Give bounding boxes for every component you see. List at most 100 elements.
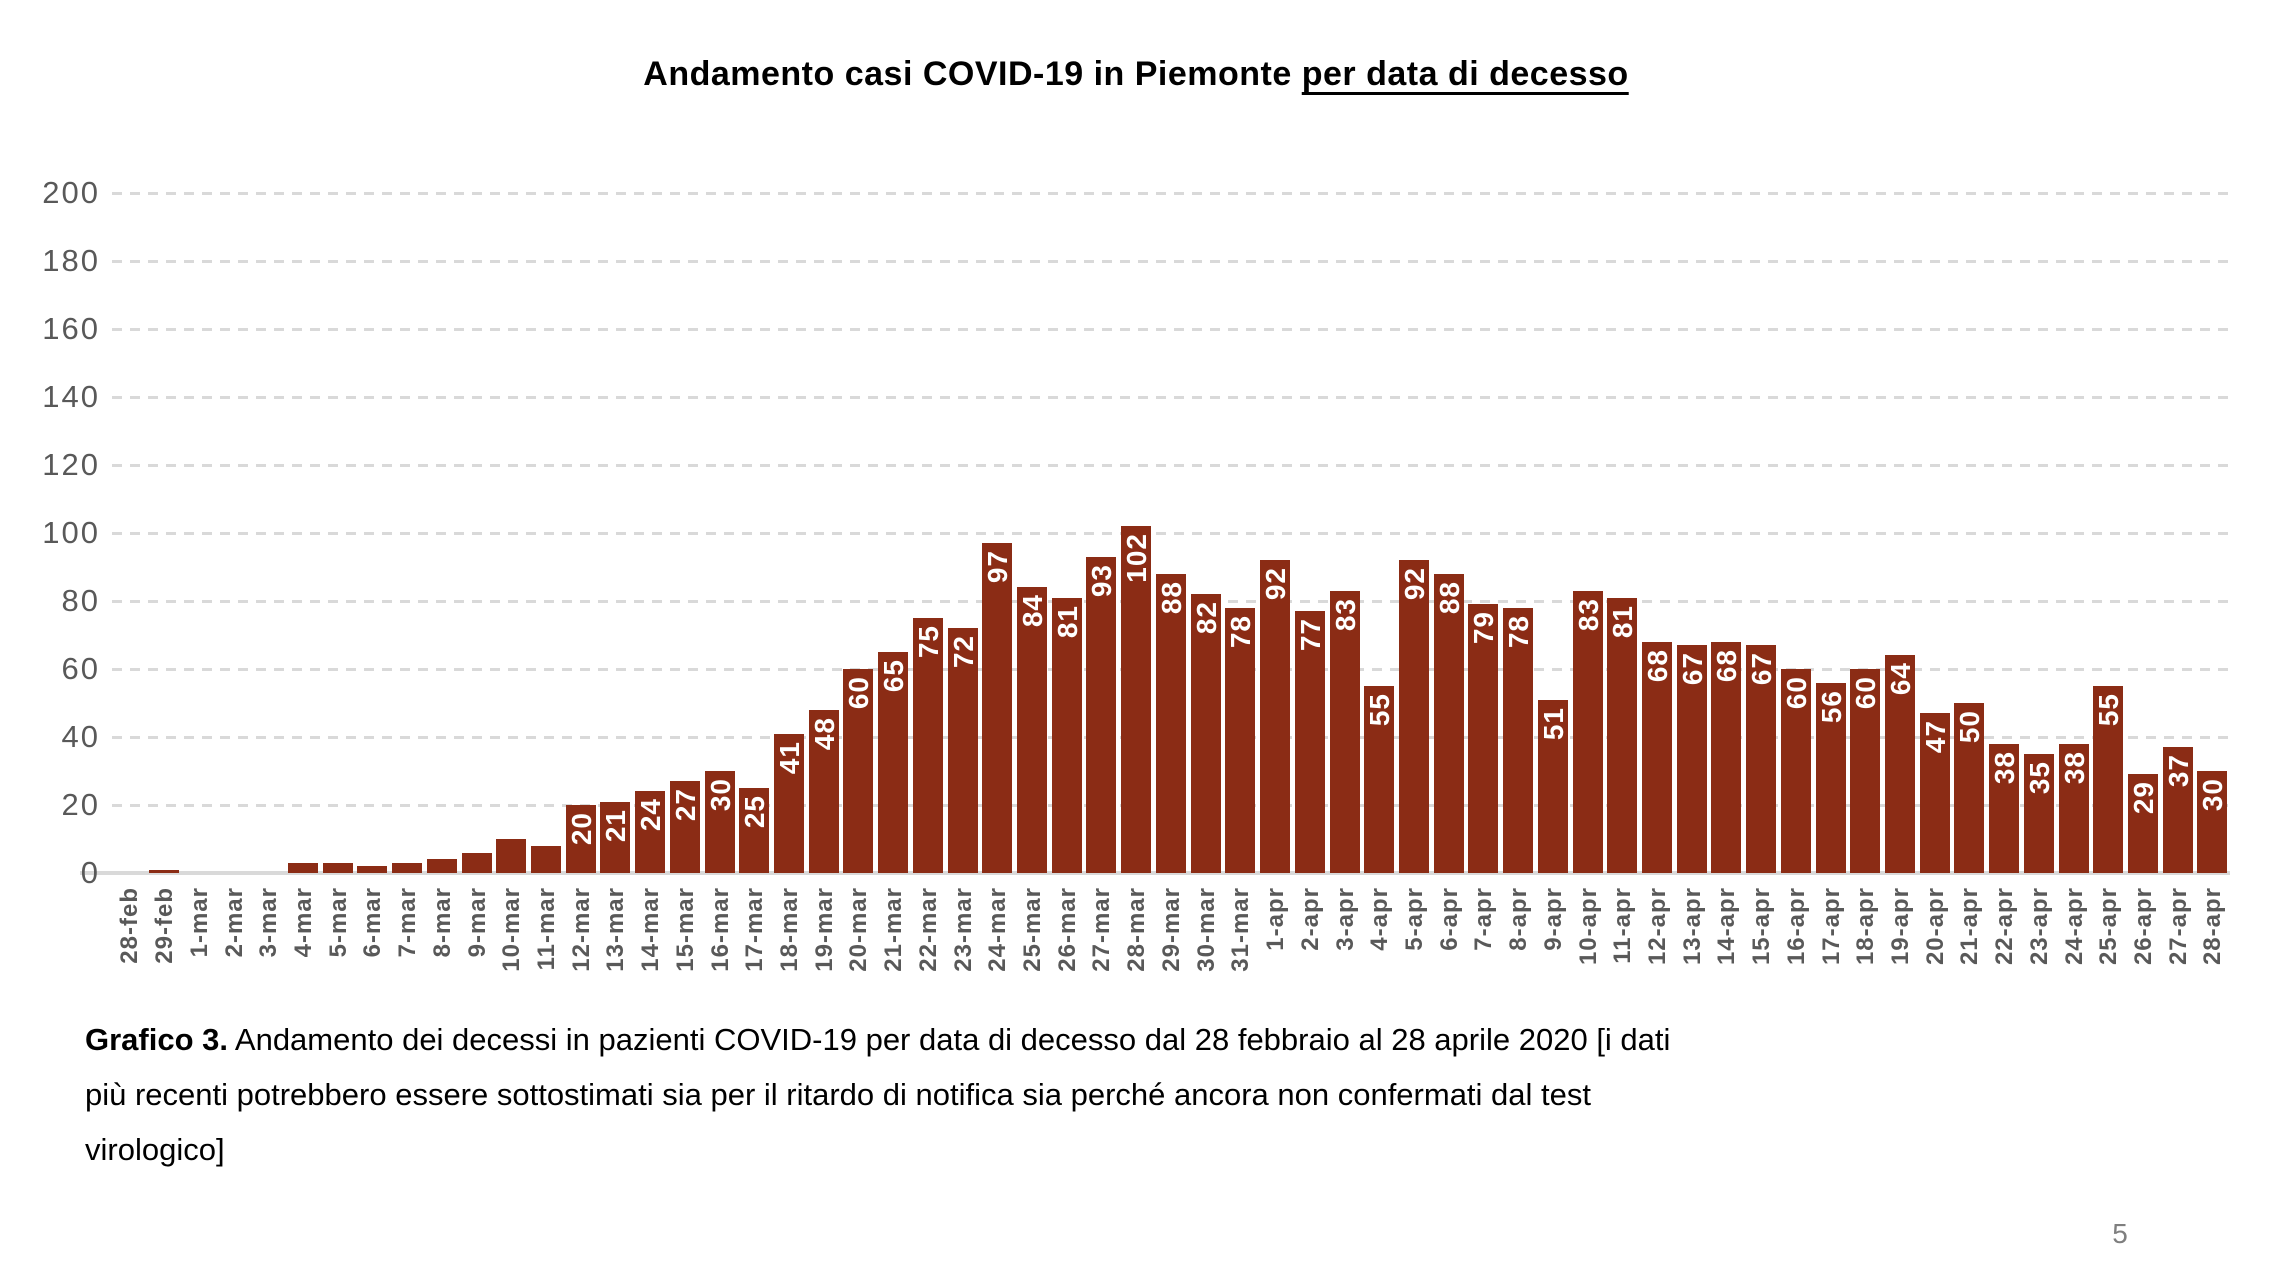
x-axis-tick-label: 28-apr	[2199, 887, 2227, 966]
bar-slot-16-mar: 30	[702, 193, 737, 873]
bar-value-label: 64	[1885, 662, 1917, 696]
bar-slot-19-mar: 48	[806, 193, 841, 873]
x-axis-tick-label: 7-apr	[1470, 887, 1498, 951]
bars-container: 20 21 24 27 30 25 41 48 60 65 75 72 97 84 81 93 102 88 82 7…	[112, 193, 2230, 873]
bar-value-label: 51	[1537, 706, 1569, 740]
x-tick-slot: 21-mar	[876, 887, 911, 997]
x-tick-slot: 4-apr	[1362, 887, 1397, 997]
bar-slot-14-apr: 68	[1709, 193, 1744, 873]
bar-3-apr: 83	[1329, 590, 1361, 873]
x-tick-slot: 30-mar	[1188, 887, 1223, 997]
bar-12-apr: 68	[1641, 641, 1673, 873]
x-axis-tick-label: 27-apr	[2164, 887, 2192, 966]
bar-slot-12-mar: 20	[563, 193, 598, 873]
bar-17-mar: 25	[739, 788, 770, 873]
x-tick-slot: 20-apr	[1917, 887, 1952, 997]
bar-14-mar: 24	[635, 791, 667, 873]
bar-slot-8-mar	[424, 193, 459, 873]
bar-29-feb	[149, 869, 180, 873]
x-tick-slot: 17-apr	[1813, 887, 1848, 997]
x-axis-tick-label: 21-mar	[880, 887, 908, 972]
bar-value-label: 83	[1572, 597, 1604, 631]
bar-slot-5-apr: 92	[1397, 193, 1432, 873]
bar-slot-15-mar: 27	[668, 193, 703, 873]
bar-value-label: 79	[1468, 611, 1500, 645]
x-axis-tick-label: 23-apr	[2025, 887, 2053, 966]
bar-slot-24-mar: 97	[980, 193, 1015, 873]
x-tick-slot: 24-mar	[980, 887, 1015, 997]
bar-27-apr: 37	[2162, 747, 2194, 873]
bar-slot-17-mar: 25	[737, 193, 772, 873]
x-axis-tick-label: 16-mar	[706, 887, 734, 972]
bar-value-label: 41	[774, 740, 806, 774]
bar-value-label: 68	[1641, 648, 1673, 682]
x-tick-slot: 19-mar	[806, 887, 841, 997]
y-axis-tick-label: 60	[61, 651, 100, 686]
bar-slot-1-apr: 92	[1258, 193, 1293, 873]
x-tick-slot: 21-apr	[1952, 887, 1987, 997]
x-tick-slot: 5-mar	[320, 887, 355, 997]
x-axis-tick-label: 15-mar	[671, 887, 699, 972]
bar-slot-29-mar: 88	[1154, 193, 1189, 873]
bar-4-apr: 55	[1364, 686, 1395, 873]
bar-slot-18-mar: 41	[772, 193, 807, 873]
bar-6-apr: 88	[1433, 573, 1465, 873]
bar-slot-7-apr: 79	[1466, 193, 1501, 873]
bar-21-apr: 50	[1954, 703, 1985, 873]
bar-value-label: 82	[1190, 601, 1222, 635]
x-axis-tick-label: 1-mar	[185, 887, 213, 958]
x-axis-tick-label: 22-apr	[1991, 887, 2019, 966]
bar-31-mar: 78	[1225, 607, 1256, 873]
x-axis-tick-label: 8-apr	[1505, 887, 1533, 951]
x-tick-slot: 9-apr	[1535, 887, 1570, 997]
bar-slot-16-apr: 60	[1779, 193, 1814, 873]
x-axis-tick-label: 18-apr	[1852, 887, 1880, 966]
x-axis-tick-label: 12-mar	[567, 887, 595, 972]
bar-value-label: 24	[635, 798, 667, 832]
bar-15-mar: 27	[669, 781, 701, 873]
bar-17-apr: 56	[1815, 682, 1847, 873]
bar-value-label: 48	[808, 716, 840, 750]
bar-slot-4-apr: 55	[1362, 193, 1397, 873]
x-axis-tick-label: 6-apr	[1435, 887, 1463, 951]
bar-19-apr: 64	[1885, 655, 1917, 873]
x-axis-tick-label: 9-mar	[463, 887, 491, 958]
bar-slot-6-mar	[355, 193, 390, 873]
bar-value-label: 68	[1711, 648, 1743, 682]
bar-slot-26-mar: 81	[1049, 193, 1084, 873]
bar-slot-17-apr: 56	[1813, 193, 1848, 873]
x-axis-tick-label: 13-apr	[1678, 887, 1706, 966]
x-axis-tick-label: 5-mar	[324, 887, 352, 958]
x-tick-slot: 9-mar	[459, 887, 494, 997]
bar-27-mar: 93	[1086, 556, 1117, 873]
x-tick-slot: 5-apr	[1397, 887, 1432, 997]
bar-value-label: 20	[565, 812, 597, 846]
x-tick-slot: 11-apr	[1605, 887, 1640, 997]
bar-30-mar: 82	[1190, 594, 1222, 873]
x-axis-tick-label: 11-apr	[1609, 887, 1637, 964]
chart-title-underlined: per data di decesso	[1301, 55, 1629, 93]
bar-slot-27-mar: 93	[1084, 193, 1119, 873]
y-axis-tick-label: 160	[42, 311, 100, 346]
x-tick-slot: 1-mar	[181, 887, 216, 997]
x-tick-slot: 31-mar	[1223, 887, 1258, 997]
bar-value-label: 72	[947, 635, 979, 669]
bar-1-apr: 92	[1260, 560, 1291, 873]
bar-19-mar: 48	[808, 709, 840, 873]
bar-value-label: 60	[1850, 676, 1882, 710]
bar-slot-24-apr: 38	[2056, 193, 2091, 873]
x-tick-slot: 29-feb	[147, 887, 182, 997]
bar-slot-8-apr: 78	[1501, 193, 1536, 873]
x-tick-slot: 14-mar	[633, 887, 668, 997]
bar-value-label: 38	[1989, 750, 2021, 784]
x-axis-tick-label: 17-apr	[1817, 887, 1845, 966]
caption-label: Grafico 3.	[85, 1022, 228, 1057]
x-axis-tick-label: 16-apr	[1782, 887, 1810, 966]
bar-6-mar	[357, 866, 388, 873]
bar-slot-23-apr: 35	[2022, 193, 2057, 873]
bar-13-mar: 21	[600, 801, 631, 873]
x-axis-tick-label: 5-apr	[1400, 887, 1428, 951]
caption-line-2: più recenti potrebbero essere sottostima…	[85, 1077, 1591, 1112]
bar-value-label: 78	[1503, 614, 1535, 648]
x-axis-tick-label: 28-feb	[116, 887, 144, 964]
